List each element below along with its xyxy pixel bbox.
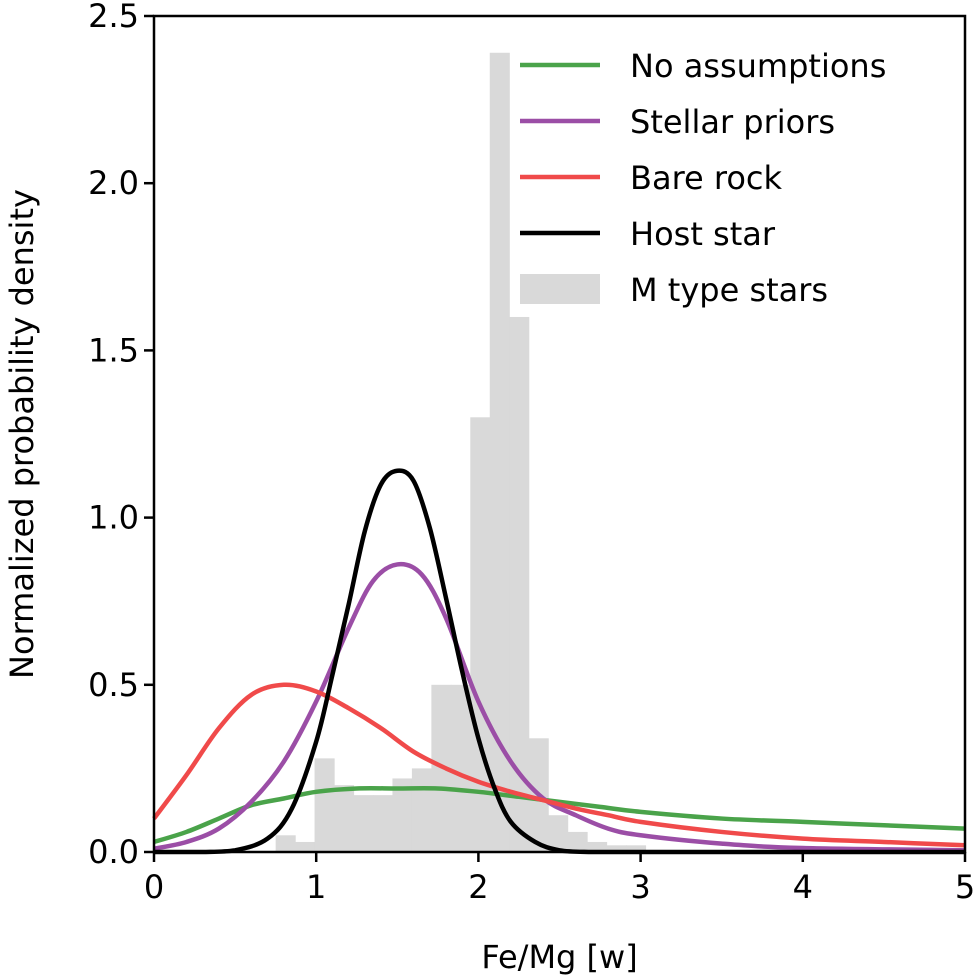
- legend-label-stellar-priors: Stellar priors: [630, 103, 835, 141]
- series-line-host-star: [154, 468, 965, 855]
- histogram-bar-12: [509, 316, 530, 853]
- y-tick-label: 1.5: [88, 331, 139, 369]
- ticks-layer: 0 1 2 3 4 5 0.0 0.5 1.0 1.5 2.0 2.5: [88, 0, 975, 906]
- series-layer: [152, 468, 966, 855]
- x-axis-label: Fe/Mg [w]: [481, 938, 637, 976]
- x-tick-label: 2: [468, 868, 488, 906]
- histogram-bar-1: [295, 841, 316, 852]
- x-tick-label: 4: [793, 868, 813, 906]
- series-line-no-assumptions: [153, 785, 966, 845]
- series-line-bare-rock: [152, 682, 966, 848]
- legend: No assumptions Stellar priors Bare rock Hos…: [520, 47, 886, 309]
- histogram-bar-9: [450, 684, 471, 852]
- histogram-bar-10: [470, 417, 491, 852]
- legend-swatch-m-type-stars: [520, 274, 600, 304]
- x-tick-label: 5: [955, 868, 975, 906]
- histogram-layer: [275, 52, 647, 853]
- y-tick-label: 2.5: [88, 0, 139, 35]
- x-tick-label: 0: [144, 868, 164, 906]
- histogram-bar-15: [567, 831, 588, 852]
- histogram-bar-14: [548, 815, 569, 852]
- histogram-bar-0: [275, 835, 296, 852]
- x-tick-label: 3: [630, 868, 650, 906]
- axes-layer: [152, 14, 967, 854]
- legend-label-bare-rock: Bare rock: [630, 159, 783, 197]
- y-axis-label: Normalized probability density: [3, 189, 41, 679]
- legend-label-no-assumptions: No assumptions: [630, 47, 886, 85]
- y-tick-label: 1.0: [88, 499, 139, 537]
- histogram-bar-5: [372, 795, 394, 852]
- histogram-bar-6: [392, 778, 413, 852]
- y-tick-label: 0.5: [88, 666, 139, 704]
- x-tick-label: 1: [306, 868, 326, 906]
- histogram-bar-3: [334, 785, 355, 852]
- histogram-bar-11: [489, 52, 510, 853]
- legend-label-host-star: Host star: [630, 215, 776, 253]
- histogram-bar-17: [606, 845, 627, 852]
- y-tick-label: 2.0: [88, 164, 139, 202]
- histogram-bar-2: [314, 758, 335, 852]
- plot-frame: [152, 14, 967, 854]
- histogram-bar-16: [587, 841, 608, 852]
- y-tick-label: 0.0: [88, 833, 139, 871]
- histogram-bar-7: [411, 768, 432, 852]
- legend-label-m-type-stars: M type stars: [630, 271, 828, 309]
- histogram-bar-4: [353, 795, 374, 852]
- series-line-stellar-priors: [153, 561, 966, 853]
- histogram-bar-18: [626, 845, 647, 852]
